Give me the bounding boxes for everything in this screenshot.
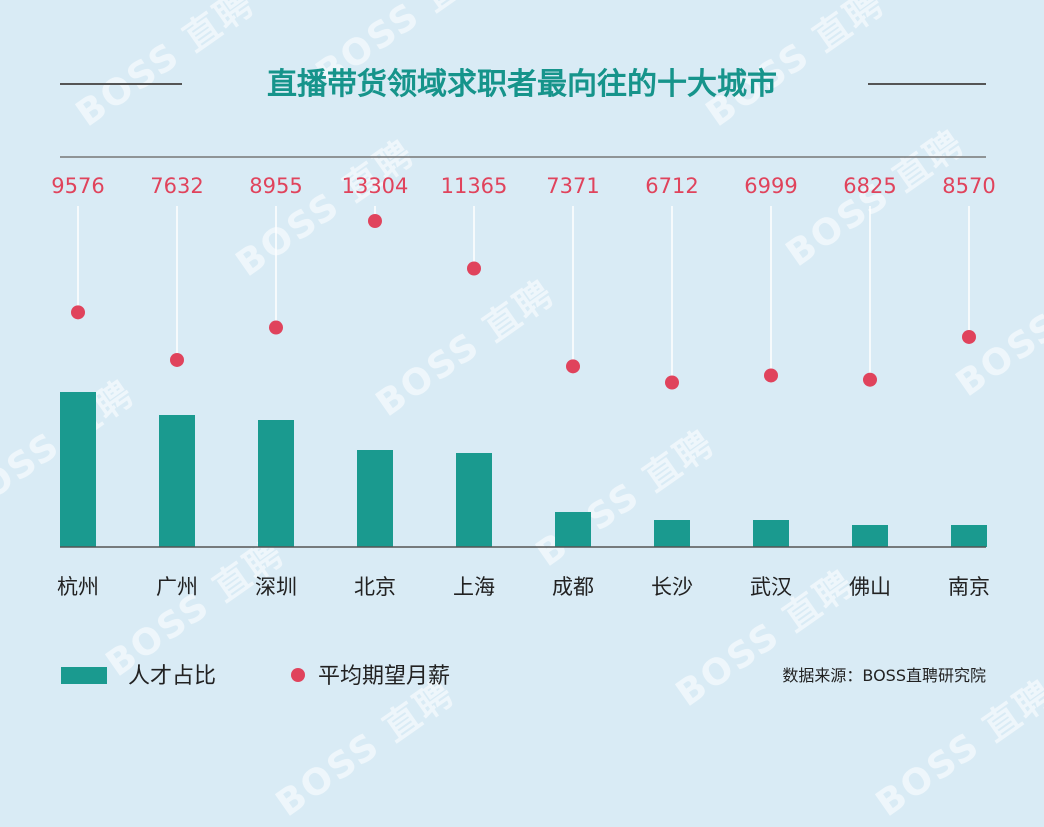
source-note: 数据来源：BOSS直聘研究院	[782, 666, 986, 685]
salary-label: 6999	[744, 174, 797, 198]
salary-dots	[71, 214, 976, 390]
salary-label: 8955	[249, 174, 302, 198]
salary-dot	[467, 261, 481, 276]
city-salary-chart: 直播带货领域求职者最向往的十大城市 9576 7632 8955 13304 11365…	[51, 67, 995, 689]
bar	[357, 450, 393, 547]
city-label: 广州	[156, 575, 198, 599]
salary-label: 7632	[150, 174, 203, 198]
legend-bar-swatch	[61, 667, 107, 684]
salary-dot	[368, 214, 382, 228]
salary-dot	[665, 375, 679, 390]
salary-label: 6825	[843, 174, 896, 198]
bar	[753, 520, 789, 547]
city-label: 上海	[453, 575, 495, 599]
city-label: 深圳	[255, 575, 297, 599]
bar	[555, 512, 591, 547]
salary-label: 6712	[645, 174, 698, 198]
city-label: 长沙	[651, 575, 693, 599]
city-label: 杭州	[57, 575, 99, 599]
salary-dot	[269, 320, 283, 335]
salary-dot	[170, 352, 184, 367]
salary-label: 11365	[441, 174, 508, 198]
salary-dot	[764, 368, 778, 383]
salary-dot	[566, 359, 580, 374]
city-label: 南京	[948, 575, 990, 599]
bar	[951, 525, 987, 547]
city-label: 武汉	[750, 575, 792, 599]
salary-labels: 9576 7632 8955 13304 11365 7371 6712 6999 6825 85…	[51, 174, 995, 198]
city-labels: 杭州 广州 深圳 北京 上海 成都 长沙 武汉 佛山 南京	[57, 575, 990, 599]
city-label: 北京	[354, 575, 396, 599]
bar	[654, 520, 690, 547]
legend: 人才占比 平均期望月薪	[61, 664, 450, 689]
guide-lines	[77, 206, 970, 383]
bar	[852, 525, 888, 547]
salary-label: 9576	[51, 174, 104, 198]
bar	[159, 415, 195, 547]
salary-dot	[863, 372, 877, 387]
salary-label: 7371	[546, 174, 599, 198]
city-label: 佛山	[849, 575, 891, 599]
salary-dot	[71, 305, 85, 320]
legend-dot-swatch	[291, 668, 305, 682]
salary-label: 13304	[342, 174, 409, 198]
bars	[60, 392, 987, 547]
city-label: 成都	[552, 575, 594, 599]
bar	[456, 453, 492, 547]
salary-dot	[962, 329, 976, 344]
bar	[60, 392, 96, 547]
legend-dot-label: 平均期望月薪	[318, 664, 450, 689]
salary-label: 8570	[942, 174, 995, 198]
legend-bar-label: 人才占比	[128, 664, 216, 689]
chart-title: 直播带货领域求职者最向往的十大城市	[267, 67, 777, 102]
bar	[258, 420, 294, 547]
